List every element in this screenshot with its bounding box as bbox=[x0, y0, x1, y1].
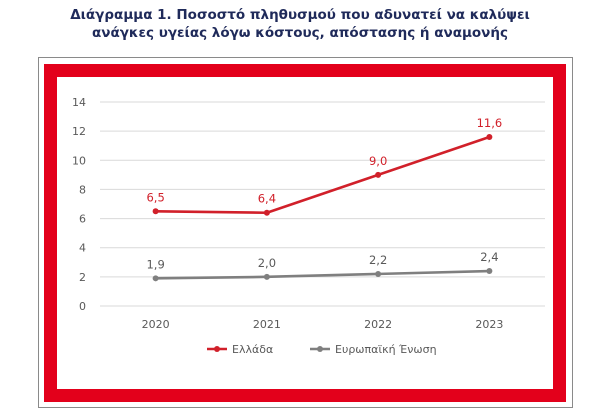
y-tick-label: 2 bbox=[79, 271, 86, 284]
data-label: 1,9 bbox=[146, 257, 164, 271]
legend-label: Ευρωπαϊκή Ένωση bbox=[335, 343, 437, 356]
line-chart: 0 2 4 6 8 10 12 14 2020 2021 2022 2023 1,9 2,0 2,2 2,4 6… bbox=[72, 96, 545, 356]
x-tick-label: 2020 bbox=[142, 318, 170, 331]
data-point bbox=[486, 268, 493, 275]
legend-swatch-marker bbox=[317, 346, 323, 352]
data-label: 6,5 bbox=[146, 190, 164, 204]
y-tick-label: 4 bbox=[79, 242, 86, 255]
data-point bbox=[486, 133, 493, 140]
x-tick-label: 2023 bbox=[475, 318, 503, 331]
data-label: 9,0 bbox=[369, 154, 387, 168]
data-point bbox=[152, 275, 159, 282]
chart-title: Διάγραμμα 1. Ποσοστό πληθυσμού που αδυνα… bbox=[0, 6, 600, 42]
data-point bbox=[375, 270, 382, 277]
data-point bbox=[152, 208, 159, 215]
chart-panel: 0 2 4 6 8 10 12 14 2020 2021 2022 2023 1,9 2,0 2,2 2,4 6… bbox=[57, 77, 553, 389]
y-tick-label: 0 bbox=[79, 300, 86, 313]
series-line bbox=[154, 135, 491, 215]
y-tick-label: 12 bbox=[72, 125, 86, 138]
series-line bbox=[154, 269, 491, 280]
y-tick-label: 6 bbox=[79, 213, 86, 226]
y-tick-label: 8 bbox=[79, 183, 86, 196]
chart-title-line-2: ανάγκες υγείας λόγω κόστους, απόστασης ή… bbox=[91, 25, 508, 41]
legend-swatch-marker bbox=[214, 346, 220, 352]
chart-title-line-1: Διάγραμμα 1. Ποσοστό πληθυσμού που αδυνα… bbox=[70, 7, 530, 23]
data-label: 2,2 bbox=[369, 253, 387, 267]
x-tick-label: 2022 bbox=[364, 318, 392, 331]
data-label: 2,0 bbox=[258, 256, 276, 270]
data-label: 2,4 bbox=[480, 250, 498, 264]
data-point bbox=[375, 171, 382, 178]
x-tick-label: 2021 bbox=[253, 318, 281, 331]
y-tick-label: 10 bbox=[72, 154, 86, 167]
data-point bbox=[263, 273, 270, 280]
data-label: 11,6 bbox=[477, 116, 503, 130]
data-point bbox=[263, 209, 270, 216]
y-tick-label: 14 bbox=[72, 96, 86, 109]
legend-label: Ελλάδα bbox=[232, 343, 273, 356]
data-label: 6,4 bbox=[258, 192, 276, 206]
